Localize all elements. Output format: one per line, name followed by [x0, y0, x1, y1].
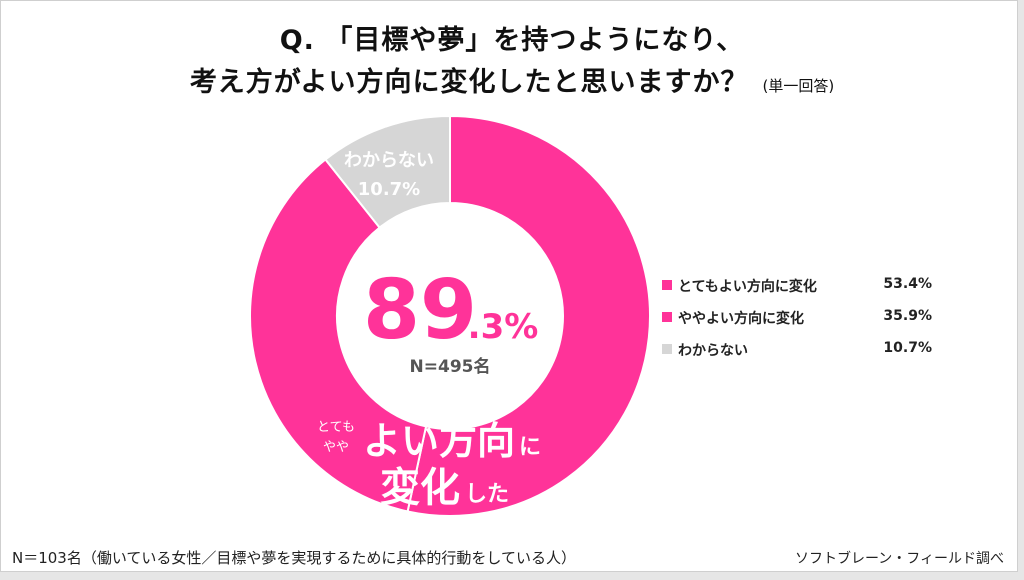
legend-label: とてもよい方向に変化	[678, 279, 817, 295]
title-line-2: 考え方がよい方向に変化したと思いますか？ (単一回答)	[0, 60, 1024, 99]
legend-swatch-very-good	[662, 280, 672, 290]
legend-row-very-good: とてもよい方向に変化 53.4%	[662, 276, 932, 308]
title-line-1: Q. 「目標や夢」を持つようになり、	[279, 25, 745, 56]
legend-swatch-somewhat-good	[662, 312, 672, 322]
legend-value: 35.9%	[883, 308, 932, 324]
slice-somewhat-good	[249, 158, 428, 513]
unknown-slice-label: わからない	[344, 150, 434, 171]
center-decimal: .3%	[468, 307, 539, 347]
overlay-small-2: やや	[323, 440, 349, 455]
center-n-label: N=495名	[410, 356, 491, 377]
legend-row-unknown: わからない 10.7%	[662, 340, 932, 372]
footer-sample-note: N＝103名（働いている女性／目標や夢を実現するために具体的行動をしている人）	[12, 549, 576, 567]
donut-slices	[249, 114, 651, 517]
slice-unknown	[324, 114, 451, 229]
title-note: (単一回答)	[762, 77, 835, 95]
legend: とてもよい方向に変化 53.4% ややよい方向に変化 35.9% わからない 1…	[662, 276, 932, 372]
overlay-small-1: とても	[317, 420, 355, 435]
overlay-big-1: よい方向	[363, 419, 515, 463]
legend-label: ややよい方向に変化	[678, 311, 804, 327]
overlay-big-2-suffix: した	[465, 482, 509, 507]
slice-very-good	[406, 114, 651, 517]
legend-row-somewhat-good: ややよい方向に変化 35.9%	[662, 308, 932, 340]
legend-value: 10.7%	[883, 340, 932, 356]
center-big-number: 89	[363, 263, 477, 358]
legend-label: わからない	[678, 343, 748, 359]
legend-value: 53.4%	[883, 276, 932, 292]
legend-swatch-unknown	[662, 344, 672, 354]
overlay-big-1-suffix: に	[519, 435, 541, 460]
footer-source: ソフトブレーン・フィールド調べ	[794, 551, 1004, 567]
unknown-slice-value: 10.7%	[358, 179, 420, 200]
title-question: 考え方がよい方向に変化したと思いますか？	[189, 67, 749, 98]
overlay-big-2: 変化	[380, 465, 460, 511]
